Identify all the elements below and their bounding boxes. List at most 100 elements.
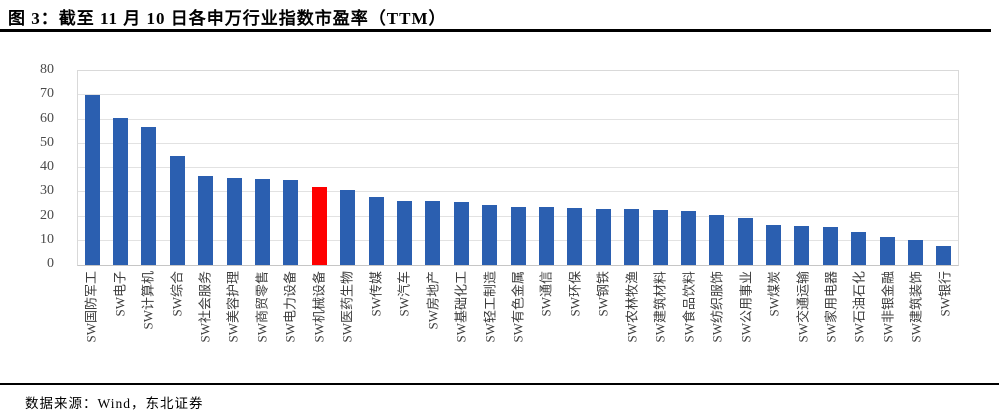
y-tick-label-50: 50 xyxy=(40,134,54,150)
x-label-cell: SW非银金融 xyxy=(874,271,902,383)
bar-cell xyxy=(163,71,191,265)
data-source-note: 数据来源：Wind，东北证券 xyxy=(25,396,204,411)
x-axis-label-SW汽车: SW汽车 xyxy=(396,271,412,317)
x-axis-label-SW商贸零售: SW商贸零售 xyxy=(254,271,270,343)
x-axis-label-SW通信: SW通信 xyxy=(538,271,554,317)
bar-cell xyxy=(731,71,759,265)
bar-cell xyxy=(901,71,929,265)
x-label-cell: SW通信 xyxy=(532,271,560,383)
y-tick-label-20: 20 xyxy=(40,207,54,223)
x-label-cell: SW传媒 xyxy=(362,271,390,383)
x-label-cell: SW美容护理 xyxy=(219,271,247,383)
x-label-cell: SW电子 xyxy=(105,271,133,383)
bar-cell xyxy=(759,71,787,265)
x-label-cell: SW计算机 xyxy=(134,271,162,383)
y-tick-label-70: 70 xyxy=(40,86,54,102)
footer-rule xyxy=(0,383,999,385)
bar-SW电力设备 xyxy=(283,180,299,265)
bar-SW国防军工 xyxy=(84,94,100,265)
x-axis-label-SW机械设备: SW机械设备 xyxy=(311,271,327,343)
x-axis-label-SW石油石化: SW石油石化 xyxy=(851,271,867,343)
x-label-cell: SW建筑装饰 xyxy=(902,271,930,383)
bar-SW银行 xyxy=(936,246,952,265)
x-label-cell: SW食品饮料 xyxy=(675,271,703,383)
bar-SW社会服务 xyxy=(198,175,214,265)
bar-SW煤炭 xyxy=(766,224,782,265)
bar-SW通信 xyxy=(538,207,554,265)
bar-cell xyxy=(703,71,731,265)
bar-SW汽车 xyxy=(396,200,412,265)
x-axis-label-SW家用电器: SW家用电器 xyxy=(823,271,839,343)
bar-cell xyxy=(504,71,532,265)
bar-SW家用电器 xyxy=(822,227,838,265)
bar-highlighted-SW机械设备 xyxy=(311,187,327,265)
bar-cell xyxy=(674,71,702,265)
bar-SW钢铁 xyxy=(595,208,611,265)
x-label-cell: SW交通运输 xyxy=(788,271,816,383)
x-label-cell: SW环保 xyxy=(561,271,589,383)
x-label-cell: SW钢铁 xyxy=(589,271,617,383)
x-label-cell: SW银行 xyxy=(931,271,959,383)
x-label-cell: SW电力设备 xyxy=(276,271,304,383)
bar-cell xyxy=(561,71,589,265)
bar-cell xyxy=(930,71,958,265)
x-label-cell: SW医药生物 xyxy=(333,271,361,383)
bar-SW食品饮料 xyxy=(680,210,696,265)
bar-cell xyxy=(390,71,418,265)
gridline-70 xyxy=(78,94,958,96)
x-axis: SW国防军工 SW电子 SW计算机 SW综合 SW社会服务 SW美容护理 SW商贸零售 SW电… xyxy=(77,271,959,383)
x-label-cell: SW机械设备 xyxy=(305,271,333,383)
y-tick-label-30: 30 xyxy=(40,183,54,199)
y-axis: 0 10 20 30 40 50 60 70 80 xyxy=(0,63,70,271)
x-label-cell: SW国防军工 xyxy=(77,271,105,383)
gridline-50 xyxy=(78,142,958,144)
bar-SW综合 xyxy=(169,155,185,265)
bar-cell xyxy=(419,71,447,265)
bar-cell xyxy=(305,71,333,265)
x-axis-label-SW国防军工: SW国防军工 xyxy=(83,271,99,343)
x-axis-label-SW社会服务: SW社会服务 xyxy=(197,271,213,343)
gridline-30 xyxy=(78,191,958,193)
bar-cell xyxy=(532,71,560,265)
bar-cell xyxy=(816,71,844,265)
bar-SW农林牧渔 xyxy=(624,209,640,265)
x-label-cell: SW石油石化 xyxy=(845,271,873,383)
page-title: 图 3：截至 11 月 10 日各申万行业指数市盈率（TTM） xyxy=(8,9,447,28)
bar-cell xyxy=(589,71,617,265)
bar-cell xyxy=(475,71,503,265)
x-label-cell: SW商贸零售 xyxy=(248,271,276,383)
bar-cell xyxy=(135,71,163,265)
bar-cell xyxy=(788,71,816,265)
chart-plot-area xyxy=(77,70,959,266)
x-label-cell: SW有色金属 xyxy=(504,271,532,383)
bar-SW计算机 xyxy=(141,127,157,265)
bar-SW医药生物 xyxy=(340,190,356,265)
bar-cell xyxy=(220,71,248,265)
bar-SW非银金融 xyxy=(879,237,895,265)
y-tick-label-0: 0 xyxy=(47,256,54,271)
x-axis-label-SW纺织服饰: SW纺织服饰 xyxy=(709,271,725,343)
x-label-cell: SW煤炭 xyxy=(760,271,788,383)
bar-cell xyxy=(362,71,390,265)
bar-SW交通运输 xyxy=(794,226,810,265)
bar-SW建筑装饰 xyxy=(908,239,924,265)
gridline-60 xyxy=(78,118,958,120)
x-label-cell: SW农林牧渔 xyxy=(618,271,646,383)
bar-cell xyxy=(447,71,475,265)
bar-cell xyxy=(192,71,220,265)
x-axis-label-SW传媒: SW传媒 xyxy=(368,271,384,317)
bar-cell xyxy=(845,71,873,265)
x-axis-label-SW钢铁: SW钢铁 xyxy=(595,271,611,317)
y-tick-label-40: 40 xyxy=(40,159,54,174)
bar-SW商贸零售 xyxy=(255,178,271,265)
bar-cell xyxy=(873,71,901,265)
x-label-cell: SW基础化工 xyxy=(447,271,475,383)
x-label-cell: SW轻工制造 xyxy=(475,271,503,383)
x-label-cell: SW房地产 xyxy=(418,271,446,383)
x-axis-label-SW煤炭: SW煤炭 xyxy=(766,271,782,317)
y-tick-label-60: 60 xyxy=(40,110,54,126)
bar-series xyxy=(78,71,958,265)
x-axis-label-SW农林牧渔: SW农林牧渔 xyxy=(624,271,640,343)
x-axis-label-SW环保: SW环保 xyxy=(567,271,583,317)
x-label-cell: SW公用事业 xyxy=(731,271,759,383)
